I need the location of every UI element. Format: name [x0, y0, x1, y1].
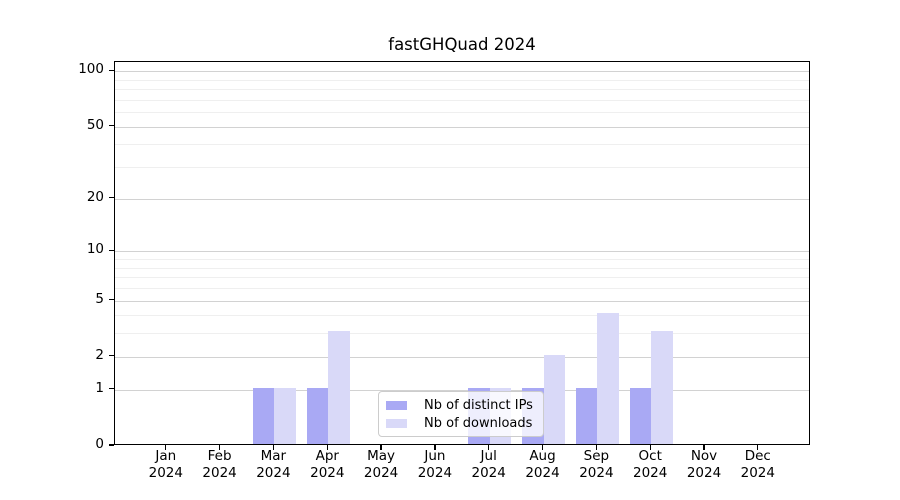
gridline-80 — [115, 89, 809, 91]
gridline-50 — [115, 126, 809, 128]
legend-label-distinct-ips: Nb of distinct IPs — [424, 398, 533, 414]
y-tick-5 — [109, 298, 114, 301]
x-tick-jun — [434, 445, 436, 450]
gridline-70 — [115, 99, 809, 101]
plot-area: Nb of distinct IPs Nb of downloads — [114, 61, 810, 445]
y-tick-100 — [109, 69, 114, 71]
chart-title: fastGHQuad 2024 — [388, 35, 536, 54]
bar-oct-downloads — [651, 331, 673, 444]
y-tick-label-1: 1 — [95, 379, 104, 396]
y-tick-20 — [109, 197, 114, 199]
gridline-40 — [115, 144, 809, 146]
y-tick-2 — [109, 355, 114, 357]
y-tick-label-2: 2 — [95, 346, 104, 363]
x-tick-jul — [488, 445, 490, 450]
y-tick-label-10: 10 — [86, 241, 104, 258]
bar-apr-downloads — [328, 331, 350, 444]
gridline-2 — [115, 356, 809, 358]
y-tick-10 — [109, 249, 114, 251]
gridline-7 — [115, 277, 809, 279]
gridline-8 — [115, 267, 809, 269]
x-tick-oct — [649, 445, 651, 450]
legend-swatch-distinct-ips — [386, 401, 407, 411]
legend: Nb of distinct IPs Nb of downloads — [378, 391, 544, 437]
x-tick-label-aug: Aug 2024 — [525, 448, 560, 481]
y-tick-50 — [109, 125, 114, 127]
x-tick-aug — [541, 445, 544, 450]
bar-sep-distinct-ips — [575, 387, 598, 444]
x-tick-apr — [326, 445, 328, 450]
gridline-30 — [115, 167, 809, 169]
x-tick-dec — [757, 445, 759, 450]
gridline-60 — [115, 112, 809, 114]
x-tick-label-jan: Jan 2024 — [148, 448, 183, 481]
gridline-5 — [115, 300, 809, 302]
gridline-9 — [115, 259, 809, 260]
x-tick-may — [380, 445, 382, 450]
y-tick-label-20: 20 — [86, 188, 104, 205]
x-tick-label-sep: Sep 2024 — [579, 448, 614, 481]
x-tick-sep — [595, 445, 598, 450]
x-tick-label-feb: Feb 2024 — [202, 448, 237, 481]
y-tick-1 — [109, 388, 114, 390]
gridline-100 — [115, 71, 809, 73]
x-tick-feb — [218, 445, 221, 450]
gridline-20 — [115, 198, 809, 200]
y-tick-label-0: 0 — [95, 436, 104, 452]
bar-oct-distinct-ips — [629, 387, 652, 444]
bar-apr-distinct-ips — [306, 387, 329, 444]
gridline-6 — [115, 288, 809, 289]
y-tick-label-100: 100 — [78, 61, 104, 78]
gridline-10 — [115, 251, 809, 253]
x-tick-label-jun: Jun 2024 — [417, 448, 453, 481]
legend-label-downloads: Nb of downloads — [424, 415, 533, 431]
x-tick-nov — [703, 445, 705, 450]
gridline-3 — [115, 333, 809, 335]
x-tick-label-mar: Mar 2024 — [256, 448, 291, 481]
legend-item-downloads: Nb of downloads — [386, 415, 543, 433]
x-tick-label-dec: Dec 2024 — [740, 448, 775, 481]
x-tick-jan — [165, 445, 167, 450]
gridline-1 — [115, 389, 809, 391]
legend-item-distinct-ips: Nb of distinct IPs — [386, 397, 543, 415]
y-tick-label-50: 50 — [86, 116, 104, 133]
bar-sep-downloads — [597, 313, 619, 444]
x-tick-label-may: May 2024 — [363, 448, 399, 481]
y-tick-0 — [109, 444, 114, 446]
bar-mar-downloads — [274, 387, 296, 444]
gridline-90 — [115, 79, 809, 81]
x-tick-label-nov: Nov 2024 — [686, 448, 722, 481]
legend-swatch-downloads — [386, 418, 407, 428]
x-tick-mar — [272, 445, 275, 450]
x-tick-label-apr: Apr 2024 — [310, 448, 345, 481]
bar-mar-distinct-ips — [252, 387, 275, 444]
x-tick-label-jul: Jul 2024 — [471, 448, 506, 481]
x-tick-label-oct: Oct 2024 — [633, 448, 668, 481]
bar-aug-downloads — [543, 354, 565, 444]
gridline-4 — [115, 315, 809, 317]
y-tick-label-5: 5 — [95, 290, 104, 307]
